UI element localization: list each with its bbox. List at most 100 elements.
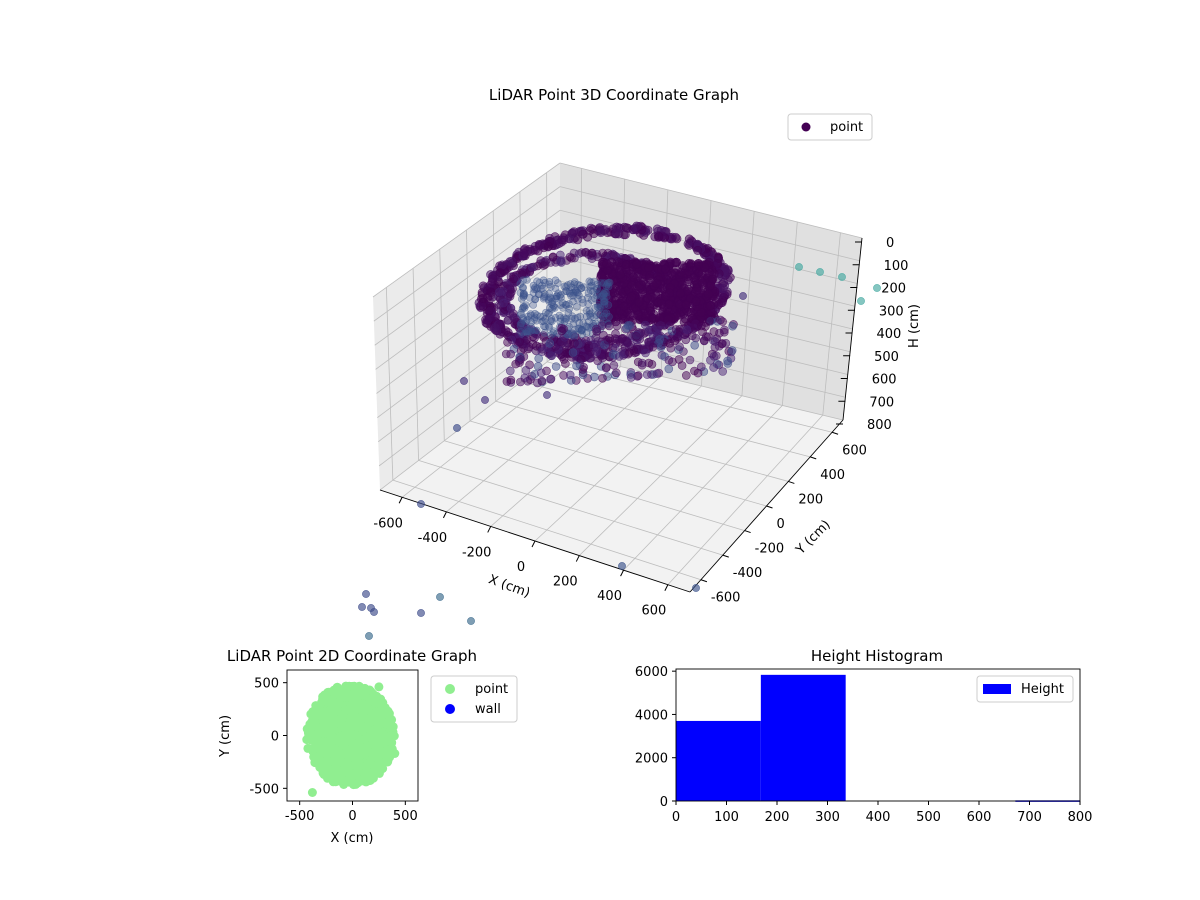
y-ticks-2d: 500 0 -500 — [249, 677, 287, 797]
legend-3d: point — [787, 113, 873, 141]
point-3d — [567, 253, 576, 263]
x-tick-label-histogram: 400 — [866, 810, 891, 825]
y-tick-mark — [788, 480, 795, 484]
point-2d — [365, 717, 375, 727]
point-3d — [567, 314, 576, 323]
point-3d — [615, 269, 625, 279]
point-3d — [519, 303, 528, 312]
point-3d — [539, 317, 548, 325]
z-ticks-3d: 0 100 200 300 400 500 600 700 800 — [836, 236, 908, 433]
legend-histogram-swatch — [983, 684, 1011, 694]
point-3d — [660, 264, 670, 274]
chart-histogram: Height Histogram 0 100 200 300 400 500 600 700 8… — [635, 647, 1093, 825]
y-ticks-3d: -600 -400 -200 0 200 400 600 — [700, 431, 867, 606]
point-3d — [717, 339, 727, 349]
point-3d — [460, 377, 468, 385]
point-2d — [321, 728, 330, 738]
grid-line — [373, 186, 561, 322]
point-2d — [387, 738, 397, 748]
point-2d — [380, 703, 390, 713]
point-3d — [592, 311, 601, 320]
point-3d — [516, 377, 525, 387]
y-axis-label-3d: Y (cm) — [793, 517, 834, 558]
point-3d — [666, 269, 676, 279]
y-tick-label-histogram: 4000 — [635, 708, 668, 723]
point-3d — [564, 308, 573, 317]
point-3d — [709, 363, 718, 372]
point-3d — [505, 289, 515, 299]
point-3d — [625, 348, 634, 357]
point-3d — [648, 314, 658, 324]
point-3d — [530, 245, 540, 255]
point-3d — [523, 276, 531, 284]
point-3d — [563, 281, 572, 289]
point-2d — [331, 717, 341, 726]
point-3d — [549, 329, 557, 337]
point-3d — [546, 374, 555, 384]
point-3d — [795, 263, 803, 271]
point-2d — [331, 777, 341, 787]
point-3d — [522, 317, 531, 325]
point-3d — [556, 291, 564, 300]
point-3d — [609, 360, 619, 370]
legend-3d-label-point: point — [830, 120, 863, 135]
point-3d — [633, 310, 643, 320]
point-2d — [350, 760, 360, 770]
point-3d — [691, 333, 701, 343]
point-3d — [592, 347, 602, 356]
point-3d — [417, 609, 425, 617]
grid-line — [374, 209, 561, 346]
x-tick-label-2d: 0 — [348, 809, 356, 824]
x-tick-label: -200 — [462, 545, 492, 560]
point-3d — [626, 373, 636, 382]
point-2d — [315, 759, 325, 769]
x-tick-label: 200 — [553, 575, 578, 590]
point-2d — [351, 768, 361, 778]
point-3d — [710, 343, 720, 352]
z-tick-label: 200 — [881, 282, 906, 297]
grid-line — [469, 420, 767, 507]
point-3d — [568, 329, 577, 339]
point-2d — [354, 690, 364, 699]
point-3d — [693, 368, 703, 378]
point-3d — [693, 259, 703, 269]
x-tick-mark — [575, 555, 580, 562]
point-3d — [578, 295, 587, 304]
point-3d — [565, 305, 574, 313]
x-tick-label-histogram: 700 — [1017, 810, 1042, 825]
point-2d — [330, 757, 340, 767]
point-3d — [530, 333, 539, 343]
point-2d — [340, 776, 350, 786]
grid-3d — [372, 162, 863, 585]
point-3d — [622, 323, 632, 333]
point-3d — [599, 312, 608, 321]
grid-line — [377, 280, 561, 418]
point-3d — [541, 278, 549, 287]
z-axis-line — [842, 237, 863, 421]
chart-2d-title: LiDAR Point 2D Coordinate Graph — [227, 647, 477, 665]
point-3d — [520, 304, 529, 312]
point-3d — [691, 296, 701, 306]
point-3d — [621, 259, 631, 269]
point-3d — [584, 317, 593, 326]
point-3d — [515, 337, 524, 347]
point-2d — [379, 747, 389, 757]
point-3d — [716, 315, 725, 325]
point-3d — [857, 297, 865, 305]
point-2d — [381, 718, 391, 728]
point-3d — [543, 391, 551, 399]
z-tick-label: 0 — [886, 236, 894, 251]
point-2d — [311, 753, 321, 763]
chart-2d: LiDAR Point 2D Coordinate Graph -500 0 500… — [218, 647, 518, 846]
point-3d — [572, 361, 581, 371]
chart-3d: LiDAR Point 3D Coordinate Graph -600 -400… — [358, 86, 922, 640]
point-3d — [526, 310, 535, 318]
grid-line — [559, 162, 863, 239]
point-3d — [643, 293, 653, 303]
point-3d — [634, 328, 644, 337]
point-3d — [516, 355, 525, 364]
point-3d — [599, 226, 609, 236]
x-tick-mark — [531, 540, 536, 548]
point-2d — [338, 740, 348, 750]
